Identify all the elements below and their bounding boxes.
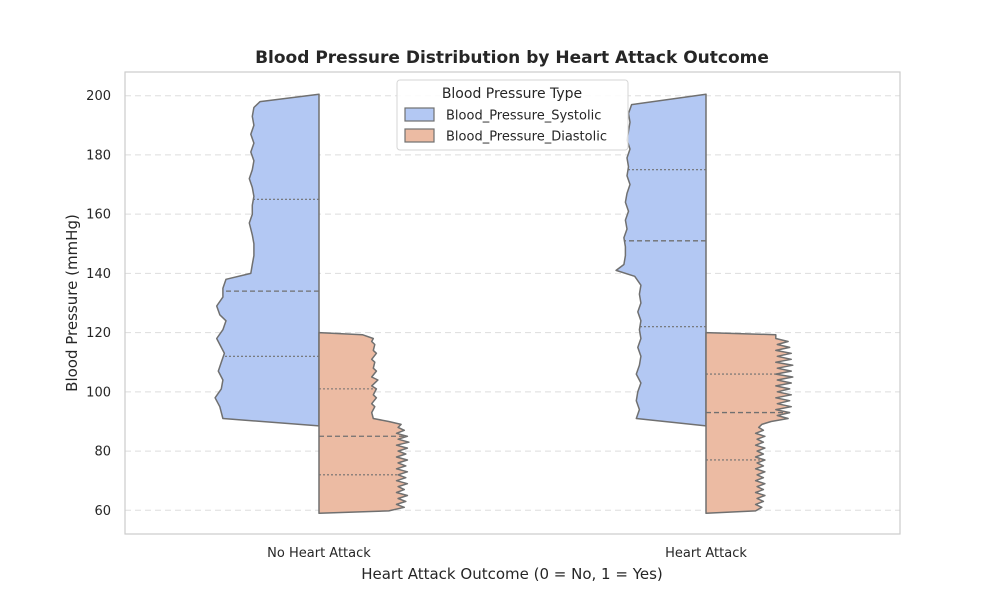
y-axis-ticks: 60 80 100 120 140 160 180 200 [86,89,111,519]
y-tick-label: 180 [86,148,111,163]
y-axis-label: Blood Pressure (mmHg) [63,214,81,392]
x-axis-ticks: No Heart Attack Heart Attack [267,546,747,561]
legend-title: Blood Pressure Type [442,86,582,102]
y-tick-label: 60 [94,504,111,519]
y-tick-label: 100 [86,385,111,400]
violin-blood-pressure-systolic-1 [615,93,707,427]
y-tick-label: 80 [94,445,111,460]
y-tick-label: 140 [86,267,111,282]
y-tick-label: 160 [86,208,111,223]
violin-layer [214,93,794,515]
y-tick-label: 200 [86,89,111,104]
chart-title: Blood Pressure Distribution by Heart Att… [255,48,769,68]
violin-blood-pressure-diastolic-1 [705,331,794,515]
violin-body [318,331,410,515]
legend-label-diastolic: Blood_Pressure_Diastolic [446,130,607,145]
violin-body [615,93,707,427]
plot-frame [124,71,901,535]
legend-box [396,79,629,151]
y-tick-label: 120 [86,326,111,341]
x-tick-label: No Heart Attack [267,546,371,561]
legend-label-systolic: Blood_Pressure_Systolic [446,109,601,124]
legend: Blood Pressure Type Blood_Pressure_Systo… [396,79,629,151]
violin-blood-pressure-diastolic-0 [318,331,410,515]
violin-blood-pressure-systolic-0 [214,93,320,427]
x-axis-label: Heart Attack Outcome (0 = No, 1 = Yes) [361,565,663,583]
legend-swatch-systolic [404,107,435,122]
violin-body [705,331,794,515]
violin-body [214,93,320,427]
x-tick-label: Heart Attack [665,546,747,561]
legend-swatch-diastolic [404,128,435,143]
